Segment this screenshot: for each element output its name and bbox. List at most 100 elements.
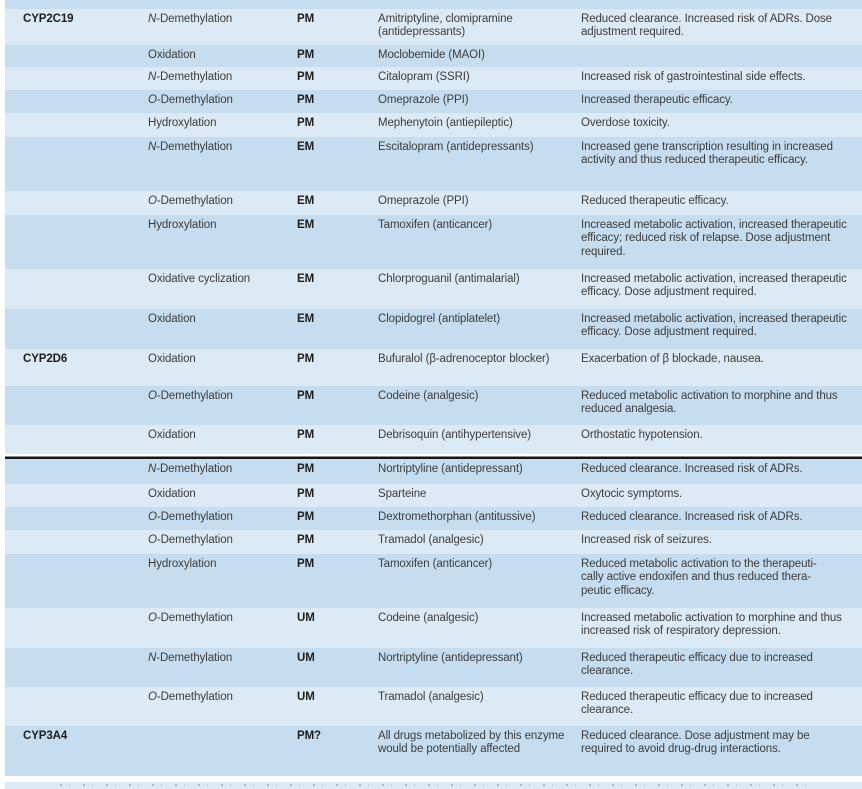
drug-cell: Sparteine [378,487,427,500]
consequence-cell: Increased gene transcription resulting i… [581,140,833,167]
reaction-cell: Oxidation [148,488,297,501]
reaction-label: Oxidation [148,487,196,500]
reaction-label: -Demethylation [156,140,233,153]
reaction-label: -Demethylation [156,533,233,546]
drug-cell: Codeine (analgesic) [378,611,479,624]
consequence-cell: Orthostatic hypotension. [581,428,703,441]
drug-cell: Citalopram (SSRI) [378,71,470,84]
reaction-cell: N-Demethylation [148,71,297,84]
phenotype-cell: PM [297,49,315,61]
table-row: O-Demethylation EM Omeprazole (PPI) Reduced… [5,190,862,215]
enzyme-cell: CYP3A4 [23,729,68,742]
consequence-cell: Exacerbation of β blockade, nausea. [581,352,764,365]
consequence-cell: Increased therapeutic efficacy. [581,94,733,107]
reaction-label: Hydroxylation [148,557,217,570]
reaction-label: Hydroxylation [148,218,217,231]
reaction-cell: O-Demethylation [148,511,297,524]
consequence-cell: Increased metabolic activation to morphi… [581,611,842,638]
phenotype-cell: PM [297,462,315,475]
drug-cell: Tamoxifen (anticancer) [378,557,493,570]
reaction-label: -Demethylation [156,389,233,402]
reaction-cell: O-Demethylation [148,94,297,107]
reaction-cell: O-Demethylation [148,691,297,704]
drug-cell: Bufuralol (β-adrenoceptor blocker) [378,352,550,365]
phenotype-cell: PM [297,510,315,523]
reaction-locant: O [148,533,157,546]
consequence-cell: Oxytocic symptoms. [581,487,683,500]
phenotype-cell: PM [297,71,315,84]
drug-cell: Tramadol (analgesic) [378,690,484,703]
table-row: O-Demethylation PM Dextromethorphan (antit… [5,506,862,530]
reaction-locant: N [148,140,157,153]
footnote-row-clipped [5,781,862,789]
table-bottom-gap [5,775,862,782]
reaction-label: -Demethylation [156,94,233,107]
drug-cell: Tramadol (analgesic) [378,533,484,546]
consequence-cell: Reduced therapeutic efficacy due to incr… [581,690,813,717]
consequence-cell: Reduced clearance. Increased risk of ADR… [581,13,832,39]
consequence-cell: Increased risk of seizures. [581,533,712,546]
table-row: N-Demethylation EM Escitalopram (antidepre… [5,136,862,191]
drug-cell: Nortriptyline (antidepressant) [378,651,523,664]
consequence-cell: Reduced therapeutic efficacy due to incr… [581,651,813,678]
reaction-label: Oxidation [148,352,196,365]
table-row: O-Demethylation PM Omeprazole (PPI) Increas… [5,90,862,113]
drug-cell: Chlorproguanil (antimalarial) [378,272,520,285]
consequence-cell: Reduced therapeutic efficacy. [581,194,729,207]
drug-cell: Mephenytoin (antiepileptic) [378,116,513,129]
reaction-label: -Demethylation [156,510,233,523]
table-row: Oxidation PM Sparteine Oxytocic symptoms. [5,483,862,507]
reaction-locant: N [148,71,157,84]
consequence-cell: Increased metabolic activation, increase… [581,218,847,258]
phenotype-cell: PM [297,428,315,441]
reaction-cell: Oxidative cyclization [148,273,297,286]
reaction-cell: O-Demethylation [148,195,297,208]
consequence-cell: Reduced clearance. Increased risk of ADR… [581,510,803,523]
reaction-locant: O [148,194,157,207]
reaction-cell: Oxidation [148,49,297,62]
drug-cell: Tamoxifen (anticancer) [378,218,493,231]
phenotype-cell: PM? [297,729,321,742]
phenotype-cell: UM [297,690,315,703]
drug-cell: All drugs metabolized by this enzyme wou… [378,729,565,756]
drug-cell: Dextromethorphan (antitussive) [378,510,536,523]
phenotype-cell: PM [297,557,315,570]
pharmacogenetics-table: CYP2C19 N-Demethylation PM Amitriptyline, c… [5,0,862,789]
phenotype-cell: PM [297,487,315,500]
table-row: N-Demethylation PM Nortriptyline (antidepr… [5,458,862,484]
table-row: CYP2D6 Oxidation PM Bufuralol (β-adrenocept… [5,348,862,386]
reaction-cell: O-Demethylation [148,390,297,403]
reaction-cell: N-Demethylation [148,652,297,665]
reaction-locant: O [148,94,157,107]
consequence-cell: Increased metabolic activation, increase… [581,272,847,299]
phenotype-cell: EM [297,140,315,153]
phenotype-cell: PM [297,13,315,25]
reaction-label: Oxidation [148,428,196,441]
drug-cell: Codeine (analgesic) [378,389,479,402]
table-row: Hydroxylation EM Tamoxifen (anticancer) Inc… [5,214,862,269]
consequence-cell: Reduced metabolic activation to the ther… [581,557,817,597]
phenotype-cell: PM [297,389,315,402]
reaction-cell: N-Demethylation [148,141,297,154]
reaction-locant: N [148,651,157,664]
reaction-locant: N [148,462,157,475]
reaction-label: -Demethylation [156,13,233,25]
table-row: O-Demethylation UM Codeine (analgesic) Incr… [5,607,862,648]
table-row: CYP2C19 N-Demethylation PM Amitriptyline, c… [5,9,862,45]
drug-cell: Omeprazole (PPI) [378,194,469,207]
table-row: Oxidative cyclization EM Chlorproguanil (a… [5,268,862,309]
table-row: N-Demethylation PM Citalopram (SSRI) Increa… [5,67,862,91]
reaction-locant: O [148,611,157,624]
reaction-label: Oxidation [148,49,196,61]
reaction-cell: N-Demethylation [148,463,297,476]
phenotype-cell: EM [297,218,315,231]
table-row: O-Demethylation PM Codeine (analgesic) Redu… [5,385,862,425]
enzyme-cell: CYP2C19 [23,13,74,25]
drug-cell: Escitalopram (antidepressants) [378,140,534,153]
drug-cell: Amitriptyline, clomipramine (antidepress… [378,13,513,39]
consequence-cell: Overdose toxicity. [581,116,670,129]
drug-cell: Omeprazole (PPI) [378,94,469,107]
phenotype-cell: UM [297,651,315,664]
enzyme-cell: CYP2D6 [23,352,68,365]
table-row: Oxidation EM Clopidogrel (antiplatelet) Inc… [5,308,862,349]
